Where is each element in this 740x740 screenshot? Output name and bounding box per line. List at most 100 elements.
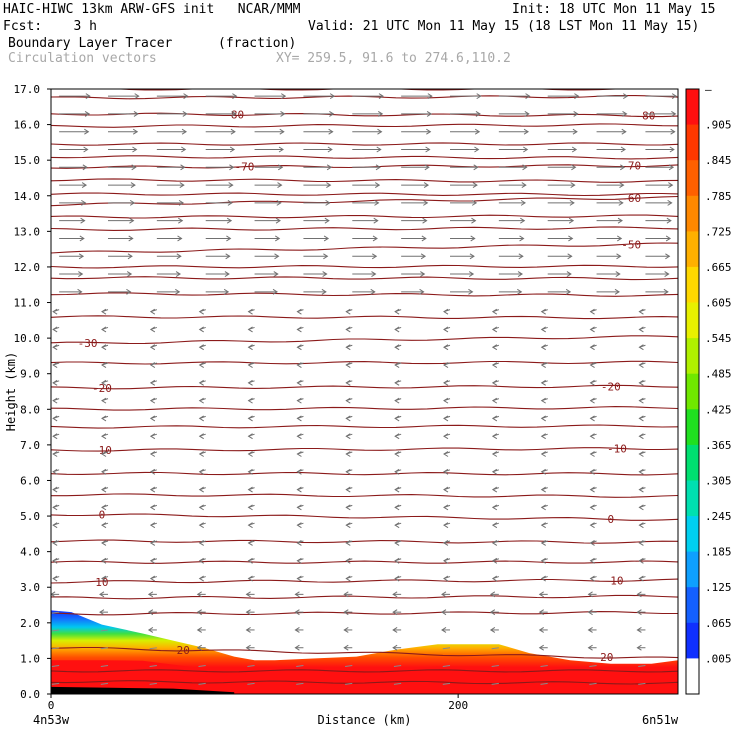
vector-arrowhead (52, 326, 58, 333)
isotherm-line (51, 384, 678, 390)
vector-arrowhead (419, 288, 425, 295)
vector-arrowhead (147, 609, 154, 616)
vector-field-name: Circulation vectors (8, 51, 157, 66)
vector-arrowhead (322, 271, 328, 277)
vector-arrowhead (52, 451, 58, 457)
terrain (51, 686, 235, 694)
vector-arrowhead (589, 308, 595, 315)
vector-arrowhead (618, 199, 624, 206)
y-tick-label: 5.0 (20, 510, 40, 523)
vector-arrowhead (198, 557, 204, 564)
vector-arrowhead (394, 557, 400, 564)
vector-arrowhead (638, 415, 644, 422)
vector-arrowhead (587, 591, 593, 598)
vector-arrowhead (571, 164, 577, 171)
vector-arrowhead (394, 540, 400, 546)
vector-arrowhead (149, 486, 156, 493)
vector-arrowhead (489, 609, 496, 616)
isotherm-line (51, 646, 678, 659)
vector-arrowhead (491, 522, 498, 529)
vector-arrowhead (671, 93, 678, 100)
circulation-vector (345, 682, 353, 685)
vector-arrowhead (296, 468, 302, 475)
vector-arrowhead (296, 451, 302, 457)
vector-arrowhead (670, 128, 676, 135)
vector-arrowhead (540, 326, 546, 333)
circulation-vector (51, 629, 60, 632)
isotherm-line (51, 493, 678, 498)
vector-arrowhead (345, 468, 351, 475)
vector-arrowhead (101, 415, 107, 422)
vector-arrowhead (323, 235, 330, 242)
isotherm-label: 10 (610, 574, 623, 587)
vector-arrowhead (489, 591, 496, 598)
isotherm-line (51, 112, 678, 118)
vector-arrowhead (149, 540, 156, 546)
colorbar-label: – (705, 83, 712, 96)
vector-arrowhead (247, 468, 253, 475)
vector-arrowhead (638, 362, 644, 368)
circulation-vector (589, 682, 597, 685)
vector-arrowhead (176, 253, 182, 260)
vector-arrowhead (296, 486, 302, 493)
colorbar-swatch (686, 551, 699, 588)
vector-arrowhead (538, 609, 544, 616)
colorbar-label: .425 (705, 403, 732, 416)
vector-arrowhead (566, 271, 572, 277)
vector-arrowhead (198, 397, 204, 404)
isotherm-line (51, 292, 678, 297)
vector-arrowhead (101, 308, 107, 315)
vector-arrowhead (247, 486, 253, 493)
vector-arrowhead (127, 253, 133, 260)
vector-arrowhead (443, 379, 449, 386)
colorbar-swatch (686, 266, 699, 303)
colorbar-label: .365 (705, 439, 732, 452)
colorbar-swatch (686, 409, 699, 446)
vector-arrowhead (326, 182, 332, 189)
vector-arrowhead (427, 93, 433, 100)
vector-arrowhead (296, 504, 302, 511)
vector-arrowhead (296, 575, 302, 582)
vector-arrowhead (296, 522, 302, 529)
vector-arrowhead (371, 271, 377, 277)
vector-arrowhead (247, 379, 253, 386)
vector-arrowhead (198, 308, 204, 315)
field-units: (fraction) (218, 36, 297, 51)
vector-arrowhead (149, 433, 156, 440)
vector-arrowhead (376, 146, 382, 153)
vector-arrowhead (275, 235, 281, 242)
circulation-vector (442, 665, 451, 668)
vector-arrowhead (636, 591, 642, 598)
vector-arrowhead (129, 199, 136, 206)
vector-arrowhead (540, 504, 546, 511)
vector-arrowhead (372, 235, 378, 242)
vector-arrowhead (520, 217, 526, 224)
vector-arrowhead (373, 217, 379, 224)
circulation-vector (638, 682, 646, 685)
vector-arrowhead (196, 591, 202, 598)
vector-arrowhead (443, 504, 449, 511)
vector-arrowhead (491, 486, 498, 493)
colorbar-label: .065 (705, 617, 732, 630)
vector-arrowhead (638, 308, 644, 315)
vector-arrowhead (294, 609, 300, 616)
vector-arrowhead (471, 199, 478, 206)
vector-arrowhead (638, 540, 644, 546)
vector-arrowhead (638, 468, 644, 475)
vector-arrowhead (101, 468, 107, 475)
isotherm-label: -80 (635, 110, 655, 123)
vector-arrowhead (615, 271, 621, 277)
vector-arrowhead (491, 540, 498, 546)
circulation-vector (100, 665, 109, 668)
vector-arrowhead (321, 288, 327, 295)
vector-arrowhead (565, 288, 572, 295)
vector-arrowhead (617, 235, 623, 242)
vector-arrowhead (280, 110, 286, 117)
vector-arrowhead (638, 522, 644, 529)
vector-arrowhead (329, 110, 335, 117)
vector-arrowhead (126, 288, 132, 295)
vector-arrowhead (589, 557, 595, 564)
vector-arrowhead (441, 591, 447, 598)
vector-arrowhead (183, 93, 189, 100)
vector-arrowhead (82, 164, 88, 171)
